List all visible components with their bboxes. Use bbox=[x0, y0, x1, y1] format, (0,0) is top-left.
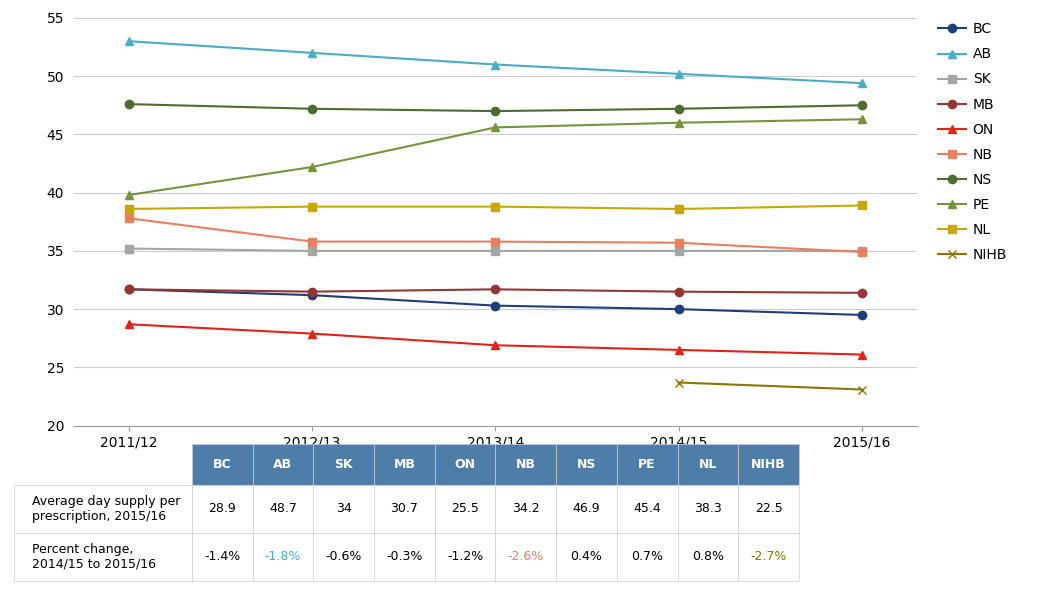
MB bbox=[306, 288, 318, 296]
MB bbox=[122, 286, 135, 293]
Line: MB: MB bbox=[124, 285, 866, 297]
Line: SK: SK bbox=[124, 244, 866, 255]
Line: NL: NL bbox=[124, 201, 866, 213]
Line: ON: ON bbox=[124, 320, 866, 359]
AB bbox=[672, 70, 685, 78]
Line: PE: PE bbox=[124, 115, 866, 199]
SK bbox=[489, 247, 502, 254]
ON bbox=[489, 341, 502, 349]
BC bbox=[306, 291, 318, 298]
BC bbox=[489, 302, 502, 309]
SK bbox=[856, 247, 868, 254]
Line: NIHB: NIHB bbox=[675, 378, 866, 393]
NS bbox=[306, 105, 318, 112]
AB bbox=[489, 61, 502, 68]
NIHB bbox=[672, 379, 685, 386]
NL bbox=[306, 203, 318, 210]
NB bbox=[122, 215, 135, 222]
AB bbox=[306, 50, 318, 57]
NS bbox=[856, 101, 868, 109]
PE bbox=[672, 119, 685, 127]
NS bbox=[489, 107, 502, 115]
BC bbox=[122, 286, 135, 293]
NL bbox=[856, 202, 868, 209]
ON bbox=[306, 330, 318, 337]
ON bbox=[672, 346, 685, 353]
PE bbox=[306, 164, 318, 171]
SK bbox=[122, 245, 135, 252]
NB bbox=[672, 239, 685, 247]
PE bbox=[856, 116, 868, 123]
BC bbox=[856, 312, 868, 319]
Line: NB: NB bbox=[124, 214, 866, 256]
NS bbox=[672, 105, 685, 112]
Legend: BC, AB, SK, MB, ON, NB, NS, PE, NL, NIHB: BC, AB, SK, MB, ON, NB, NS, PE, NL, NIHB bbox=[933, 17, 1013, 268]
BC bbox=[672, 306, 685, 313]
MB bbox=[672, 288, 685, 296]
NL bbox=[122, 205, 135, 213]
NB bbox=[306, 238, 318, 245]
Line: NS: NS bbox=[124, 100, 866, 115]
NB bbox=[489, 238, 502, 245]
ON bbox=[122, 321, 135, 328]
AB bbox=[856, 79, 868, 87]
NL bbox=[489, 203, 502, 210]
MB bbox=[489, 286, 502, 293]
PE bbox=[122, 192, 135, 199]
Line: AB: AB bbox=[124, 37, 866, 87]
NS bbox=[122, 100, 135, 107]
NL bbox=[672, 205, 685, 213]
NIHB bbox=[856, 386, 868, 393]
SK bbox=[672, 247, 685, 254]
PE bbox=[489, 124, 502, 131]
SK bbox=[306, 247, 318, 254]
NB bbox=[856, 248, 868, 256]
ON bbox=[856, 351, 868, 358]
Line: BC: BC bbox=[124, 285, 866, 319]
AB bbox=[122, 38, 135, 45]
MB bbox=[856, 289, 868, 296]
